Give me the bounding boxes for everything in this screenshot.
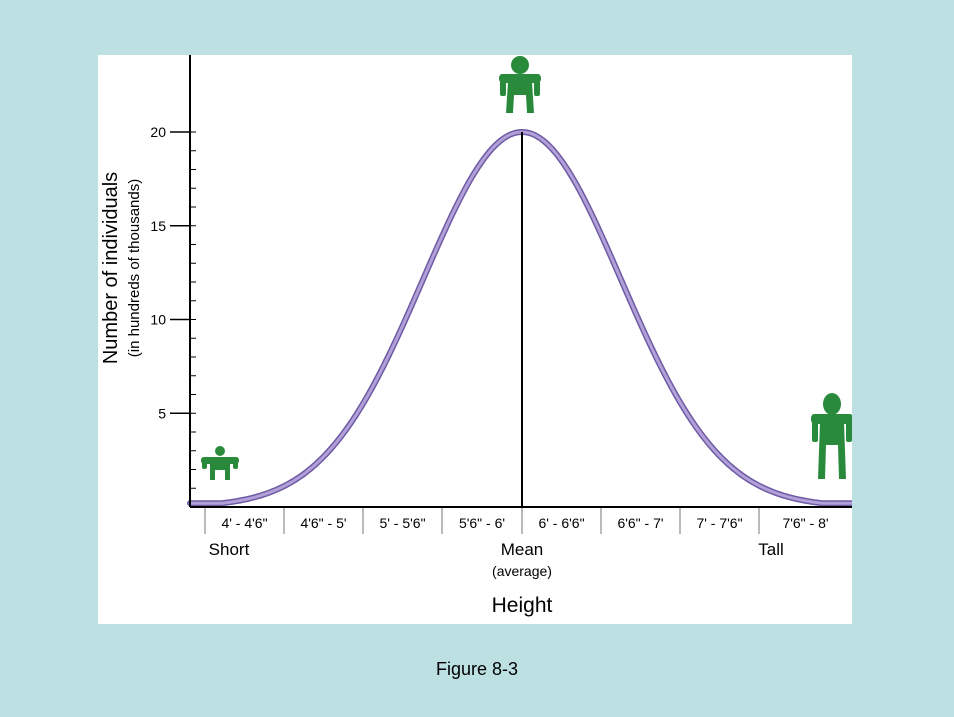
x-category-separators: [204, 508, 760, 534]
figure-caption: Figure 8-3: [435, 659, 519, 679]
short-person-icon: [201, 446, 239, 480]
y-axis-label: Number of individuals: [100, 172, 122, 364]
y-tick-label: 5: [158, 405, 166, 421]
y-tick-label: 20: [150, 124, 166, 140]
x-category-labels: 4' - 4'6" 4'6" - 5' 5' - 5'6" 5'6" - 6' 6' -…: [221, 515, 828, 531]
short-label: Short: [209, 540, 250, 559]
mean-sublabel: (average): [492, 563, 552, 579]
figure-panel: 5 10 15 20 4' - 4'6" 4'6" - 5' 5' - 5'6" 5'6" …: [98, 55, 852, 624]
y-major-ticks: 5 10 15 20: [150, 124, 190, 421]
y-tick-label: 10: [150, 312, 166, 328]
x-axis-label: Height: [492, 594, 553, 617]
y-axis-sublabel: (in hundreds of thousands): [126, 179, 143, 357]
x-category-label: 4'6" - 5': [300, 515, 346, 531]
average-person-icon: [499, 56, 541, 113]
mean-label: Mean: [501, 540, 544, 559]
tall-label: Tall: [758, 540, 784, 559]
x-category-label: 6'6" - 7': [617, 515, 663, 531]
height-distribution-chart: 5 10 15 20 4' - 4'6" 4'6" - 5' 5' - 5'6" 5'6" …: [100, 55, 852, 617]
x-category-label: 5' - 5'6": [379, 515, 425, 531]
y-minor-ticks: [190, 131, 196, 489]
x-category-label: 7' - 7'6": [696, 515, 742, 531]
x-category-label: 7'6" - 8': [782, 515, 828, 531]
x-category-label: 5'6" - 6': [459, 515, 505, 531]
x-category-label: 4' - 4'6": [221, 515, 267, 531]
tall-person-icon: [811, 393, 852, 479]
x-category-label: 6' - 6'6": [538, 515, 584, 531]
y-tick-label: 15: [150, 218, 166, 234]
